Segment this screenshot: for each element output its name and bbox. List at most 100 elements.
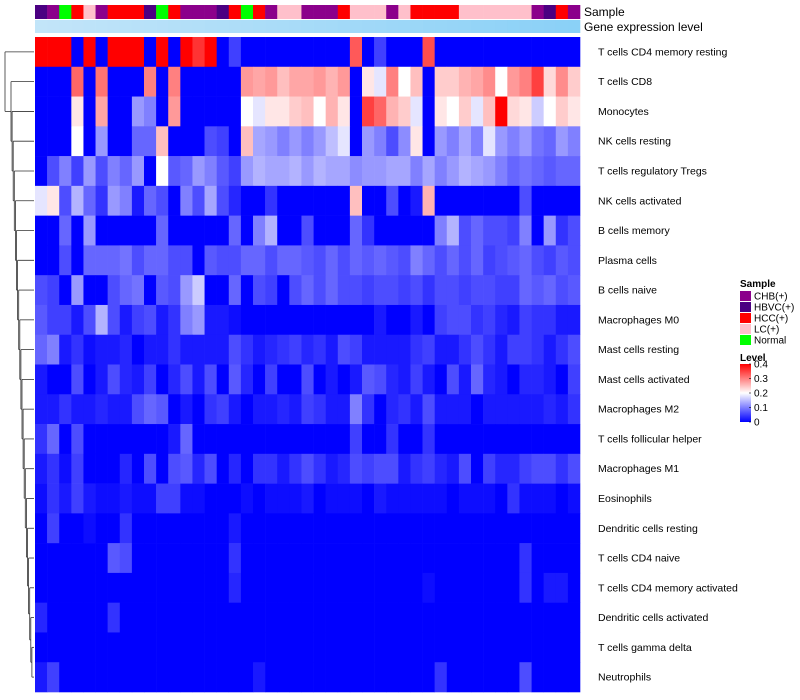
level-tick-label: 0.1 xyxy=(754,403,768,414)
heatmap-cell xyxy=(362,513,375,544)
heatmap-cell xyxy=(519,334,532,365)
heatmap-cell xyxy=(156,37,169,68)
heatmap-cell xyxy=(301,543,314,574)
heatmap-cell xyxy=(349,126,363,157)
heatmap-cell xyxy=(398,334,411,365)
heatmap-cell xyxy=(410,394,423,425)
heatmap-cell xyxy=(156,334,169,365)
heatmap-cell xyxy=(95,364,108,395)
heatmap-cell xyxy=(59,572,72,603)
gene-level-annotation-cell xyxy=(59,20,72,33)
sample-annotation-cell xyxy=(253,5,266,19)
heatmap-cell xyxy=(144,334,157,365)
heatmap-cell xyxy=(325,424,339,455)
heatmap-cell xyxy=(555,394,569,425)
heatmap-cell xyxy=(567,37,581,68)
heatmap-cell xyxy=(422,334,435,365)
sample-legend-swatch xyxy=(740,324,751,334)
heatmap-cell xyxy=(277,215,290,246)
heatmap-cell xyxy=(519,96,532,127)
gene-level-annotation-cell xyxy=(349,20,363,33)
heatmap-cell xyxy=(253,156,266,187)
heatmap-cell xyxy=(144,662,157,693)
heatmap-cell xyxy=(434,602,448,633)
heatmap-cell xyxy=(253,126,266,157)
heatmap-cell xyxy=(422,185,435,216)
sample-annotation-cell xyxy=(156,5,169,19)
sample-legend-swatch xyxy=(740,291,751,301)
heatmap-cell xyxy=(325,185,339,216)
heatmap-cell xyxy=(398,185,411,216)
sample-annotation-cell xyxy=(398,5,411,19)
heatmap-cell xyxy=(240,185,254,216)
heatmap-cell xyxy=(374,602,387,633)
heatmap-cell xyxy=(374,453,387,484)
heatmap-cell xyxy=(59,215,72,246)
sample-annotation-cell xyxy=(495,5,508,19)
heatmap-cell xyxy=(180,513,193,544)
heatmap-cell xyxy=(458,602,472,633)
heatmap-cell xyxy=(458,156,472,187)
heatmap-cell xyxy=(495,364,508,395)
gene-level-annotation-cell xyxy=(83,20,96,33)
level-colorbar xyxy=(740,364,751,422)
heatmap-cell xyxy=(458,483,472,514)
heatmap-cell xyxy=(446,185,460,216)
sample-legend-label: HBVC(+) xyxy=(754,303,794,314)
heatmap-cell xyxy=(362,394,375,425)
heatmap-cell xyxy=(228,334,242,365)
heatmap-cell xyxy=(253,453,266,484)
heatmap-cell xyxy=(531,275,544,306)
heatmap-cell xyxy=(289,215,302,246)
sample-annotation-cell xyxy=(543,5,557,19)
heatmap-cell xyxy=(555,334,569,365)
heatmap-cell xyxy=(168,364,181,395)
heatmap-cell xyxy=(156,304,169,336)
heatmap-cell xyxy=(119,126,133,157)
heatmap-cell xyxy=(156,245,169,276)
heatmap-cell xyxy=(471,394,484,425)
heatmap-cell xyxy=(446,632,460,663)
heatmap-cell xyxy=(180,126,193,157)
heatmap-cell xyxy=(216,245,230,276)
heatmap-cell xyxy=(59,662,72,693)
heatmap-cell xyxy=(531,394,544,425)
heatmap-cell xyxy=(410,632,423,663)
heatmap-cell xyxy=(325,453,339,484)
heatmap-cell xyxy=(434,66,448,97)
heatmap-cell xyxy=(131,364,145,395)
gene-level-annotation-cell xyxy=(35,20,48,33)
heatmap-cell xyxy=(471,37,484,68)
heatmap-cell xyxy=(422,543,435,574)
heatmap-cell xyxy=(156,215,169,246)
heatmap-cell xyxy=(228,66,242,97)
heatmap-cell xyxy=(507,245,520,276)
heatmap-cell xyxy=(35,304,48,336)
heatmap-cell xyxy=(495,513,508,544)
heatmap-cell xyxy=(555,275,569,306)
heatmap-cell xyxy=(434,37,448,68)
heatmap-cell xyxy=(107,513,121,544)
heatmap-cell xyxy=(144,602,157,633)
heatmap-cell xyxy=(398,632,411,663)
heatmap-cell xyxy=(192,453,205,484)
heatmap-cell xyxy=(507,364,520,395)
gene-level-annotation-cell xyxy=(168,20,181,33)
heatmap-cell xyxy=(422,602,435,633)
heatmap-cell xyxy=(374,632,387,663)
heatmap-cell xyxy=(265,156,278,187)
heatmap-cell xyxy=(156,602,169,633)
heatmap-cell xyxy=(337,662,351,693)
heatmap-cell xyxy=(471,513,484,544)
heatmap-cell xyxy=(289,245,302,276)
heatmap-cell xyxy=(507,632,520,663)
heatmap-cell xyxy=(519,424,532,455)
heatmap-cell xyxy=(543,66,557,97)
heatmap-cell xyxy=(519,304,532,336)
heatmap-cell xyxy=(168,572,181,603)
heatmap-cell xyxy=(95,37,108,68)
heatmap-cell xyxy=(47,156,60,187)
heatmap-cell xyxy=(422,275,435,306)
sample-annotation-cell xyxy=(228,5,242,19)
heatmap-cell xyxy=(168,602,181,633)
